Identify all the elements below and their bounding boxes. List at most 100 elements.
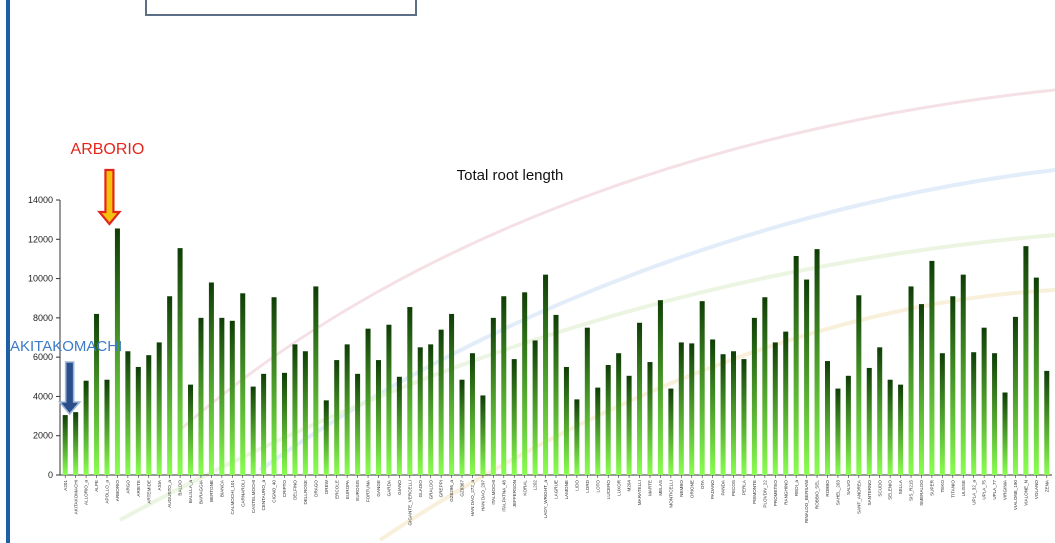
bar xyxy=(626,375,632,475)
x-tick-label: LOTO xyxy=(595,480,600,493)
bar xyxy=(365,328,371,475)
x-tick-label: GANGE xyxy=(376,480,381,497)
x-tick-label: M204 xyxy=(627,480,632,492)
x-tick-label: DREW xyxy=(324,479,329,494)
bar xyxy=(856,295,862,475)
x-tick-label: ITALMOCHI xyxy=(491,480,496,505)
y-tick-label: 10000 xyxy=(28,274,53,284)
x-tick-label: GZ8367 xyxy=(460,480,465,497)
x-tick-label: MONTICELLI xyxy=(668,480,673,508)
x-tick-label: DELLROSE xyxy=(303,480,308,505)
bar xyxy=(396,376,402,475)
bar xyxy=(824,361,831,475)
bar xyxy=(459,379,465,475)
x-tick-label: SALVO xyxy=(846,480,851,495)
x-tick-label: PLOVDIV_22 xyxy=(762,480,767,508)
bar xyxy=(908,286,914,475)
bar xyxy=(156,342,162,475)
bar xyxy=(355,373,361,475)
bar xyxy=(929,260,935,475)
chart-title: Total root length xyxy=(457,167,564,184)
x-tick-label: SAHEL_203 xyxy=(836,480,841,506)
bar xyxy=(501,296,507,475)
x-tick-label: APOLLO_a xyxy=(105,480,110,504)
x-tick-label: ARBORIO xyxy=(115,480,120,502)
bar xyxy=(657,300,663,475)
bar xyxy=(417,347,423,475)
x-tick-label: RINALDO_BERSANI xyxy=(804,480,809,523)
bar xyxy=(219,317,225,475)
x-tick-label: EUROSIS xyxy=(355,480,360,501)
x-tick-label: ORIONE xyxy=(689,480,694,498)
x-tick-label: VIRGINIA xyxy=(1003,479,1008,500)
bar xyxy=(992,353,998,475)
x-tick-label: ERCOLE xyxy=(334,480,339,499)
x-tick-label: GLADIO xyxy=(418,480,423,498)
y-tick-label: 6000 xyxy=(33,352,53,362)
x-tick-label: ITALPATNA_48 xyxy=(501,480,506,512)
x-tick-label: UPLA_75 xyxy=(982,480,987,500)
bar xyxy=(898,384,904,475)
y-tick-label: 0 xyxy=(48,470,53,480)
bar xyxy=(574,399,580,475)
bar xyxy=(918,304,924,475)
bar xyxy=(616,353,622,475)
bar xyxy=(689,343,695,475)
x-tick-label: CARNAROLI xyxy=(240,480,245,507)
x-tick-label: ARIETE xyxy=(136,480,141,497)
bar xyxy=(449,313,455,475)
bars xyxy=(62,228,1050,475)
x-tick-label: GARDA xyxy=(387,479,392,496)
x-tick-label: MARATELLI xyxy=(637,480,642,505)
x-tick-label: BARAGGIA xyxy=(199,479,204,504)
bar xyxy=(407,307,413,475)
bar xyxy=(281,372,288,475)
bar xyxy=(261,373,267,475)
bar xyxy=(814,249,820,475)
bar xyxy=(772,342,778,475)
x-tick-label: SANTERNO xyxy=(867,480,872,506)
x-tick-label: ALPE xyxy=(94,480,99,492)
x-tick-label: MELAS xyxy=(658,480,663,496)
x-tick-label: ALLORIO_a xyxy=(84,480,89,505)
x-tick-label: CALMOCHI_101 xyxy=(230,480,235,515)
x-tick-label: GZ6296_a xyxy=(449,480,454,502)
bar xyxy=(804,279,810,475)
x-tick-label: A201 xyxy=(63,480,68,491)
bar xyxy=(438,329,444,475)
akitakomachi-arrow xyxy=(57,361,82,416)
bar xyxy=(188,384,194,475)
bar xyxy=(605,365,611,475)
x-tick-label: TITANIO xyxy=(950,480,955,498)
bar xyxy=(647,362,653,475)
x-tick-label: RANGHINO xyxy=(783,480,788,505)
x-tick-label: SUPER xyxy=(930,479,935,496)
bar xyxy=(835,388,841,475)
x-tick-label: TEKO xyxy=(940,480,945,493)
x-tick-label: HAN DAO_297 xyxy=(481,480,486,512)
x-tick-label: CENTAURO_a xyxy=(261,480,266,511)
x-tick-label: PIEMONTE xyxy=(752,480,757,504)
y-tick-label: 8000 xyxy=(33,313,53,323)
x-tick-label: LIDO xyxy=(574,480,579,491)
x-tick-label: SMERALDO xyxy=(919,480,924,506)
bar xyxy=(386,324,392,475)
x-tick-label: PERLA xyxy=(742,479,747,495)
bar xyxy=(720,354,726,475)
x-tick-label: NEMBO xyxy=(679,480,684,497)
bar xyxy=(323,400,329,475)
bar xyxy=(595,387,601,475)
bar xyxy=(731,351,737,475)
bar xyxy=(73,412,79,475)
x-tick-label: ROBBO xyxy=(825,480,830,497)
x-tick-label: ULISSE xyxy=(961,480,966,496)
x-tick-label: AKITAKOMACHI xyxy=(73,480,78,514)
bar xyxy=(678,342,684,475)
x-tick-label: UPLA_77 xyxy=(992,480,997,500)
x-tick-label: BIANCA xyxy=(219,479,224,497)
x-tick-label: ARTEMIDE xyxy=(146,480,151,504)
bar xyxy=(1023,246,1029,475)
x-tick-label: LAGRUE xyxy=(554,480,559,499)
bar xyxy=(83,380,89,475)
